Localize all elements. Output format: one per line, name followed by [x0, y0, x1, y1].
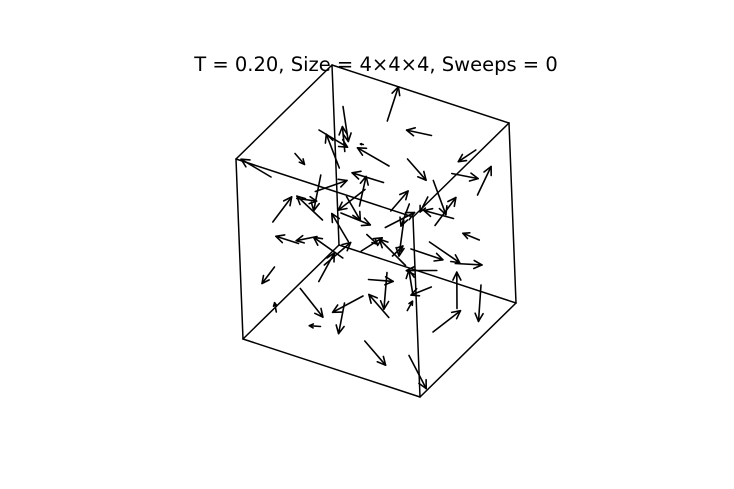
spin-arrow [405, 127, 433, 137]
box-edge [508, 122, 517, 304]
spin-arrow [395, 219, 405, 257]
spin-arrow [452, 271, 462, 310]
spin-arrow [450, 172, 479, 182]
spin-arrow [368, 293, 390, 319]
spin-arrow [428, 241, 461, 264]
spin-arrow [351, 170, 385, 184]
spin-arrow [294, 152, 306, 166]
spin-arrow [272, 301, 278, 313]
box-edge [242, 244, 340, 340]
box-edge [412, 216, 421, 398]
spin-arrow [405, 265, 438, 276]
spin-arrow [406, 158, 427, 181]
spin-arrow [378, 238, 407, 267]
spin-arrow [410, 248, 444, 262]
spin-arrow [310, 174, 322, 212]
spin-arrow [314, 178, 348, 193]
spin-arrow [410, 286, 433, 297]
spin-arrow [331, 295, 364, 314]
box-edge [331, 64, 510, 124]
spin-arrow [379, 271, 390, 311]
spin-arrow [406, 300, 414, 312]
spin-arrow [462, 232, 481, 241]
spin-arrow [386, 86, 401, 122]
spin-arrow [299, 287, 324, 318]
spin-arrow [419, 196, 429, 213]
spin-arrow [363, 340, 387, 367]
lattice-bounding-box [235, 64, 517, 398]
spin-arrow [335, 302, 346, 335]
spin-arrow [261, 266, 276, 285]
spin-arrow [423, 207, 455, 220]
spin-arrow [476, 165, 493, 196]
box-edge [235, 158, 244, 340]
spin-arrow [360, 237, 384, 252]
spin-arrow [408, 354, 428, 390]
spin-arrow [356, 147, 390, 167]
spin-arrow [474, 284, 484, 323]
box-edge [412, 122, 510, 218]
box-edge [419, 302, 517, 398]
spin-arrow [389, 190, 409, 212]
spin-arrow [338, 125, 348, 153]
spin-arrow [308, 323, 322, 329]
box-edge [338, 244, 517, 304]
spin-arrow [342, 105, 352, 143]
box-edge [242, 338, 421, 398]
spin-arrow [337, 188, 366, 211]
box-edge [235, 64, 333, 160]
spin-arrow [359, 142, 365, 146]
spin-arrow [367, 275, 395, 286]
spin-arrow [340, 212, 372, 227]
spin-arrow [330, 212, 350, 243]
spin-arrow [312, 236, 344, 259]
spin-arrow [432, 179, 448, 216]
plot-title: T = 0.20, Size = 4×4×4, Sweeps = 0 [193, 53, 558, 76]
spin-arrow [457, 149, 477, 163]
spin-arrow [454, 259, 483, 270]
spin-arrow [296, 195, 324, 221]
spin-arrow [324, 133, 341, 169]
spin-arrow [432, 309, 462, 333]
box-edge [331, 64, 340, 246]
spin-arrows [240, 86, 493, 390]
spin-arrow [399, 203, 411, 227]
spin-arrow [240, 158, 272, 178]
spin-arrow [275, 234, 300, 245]
spin-arrow [271, 196, 293, 223]
